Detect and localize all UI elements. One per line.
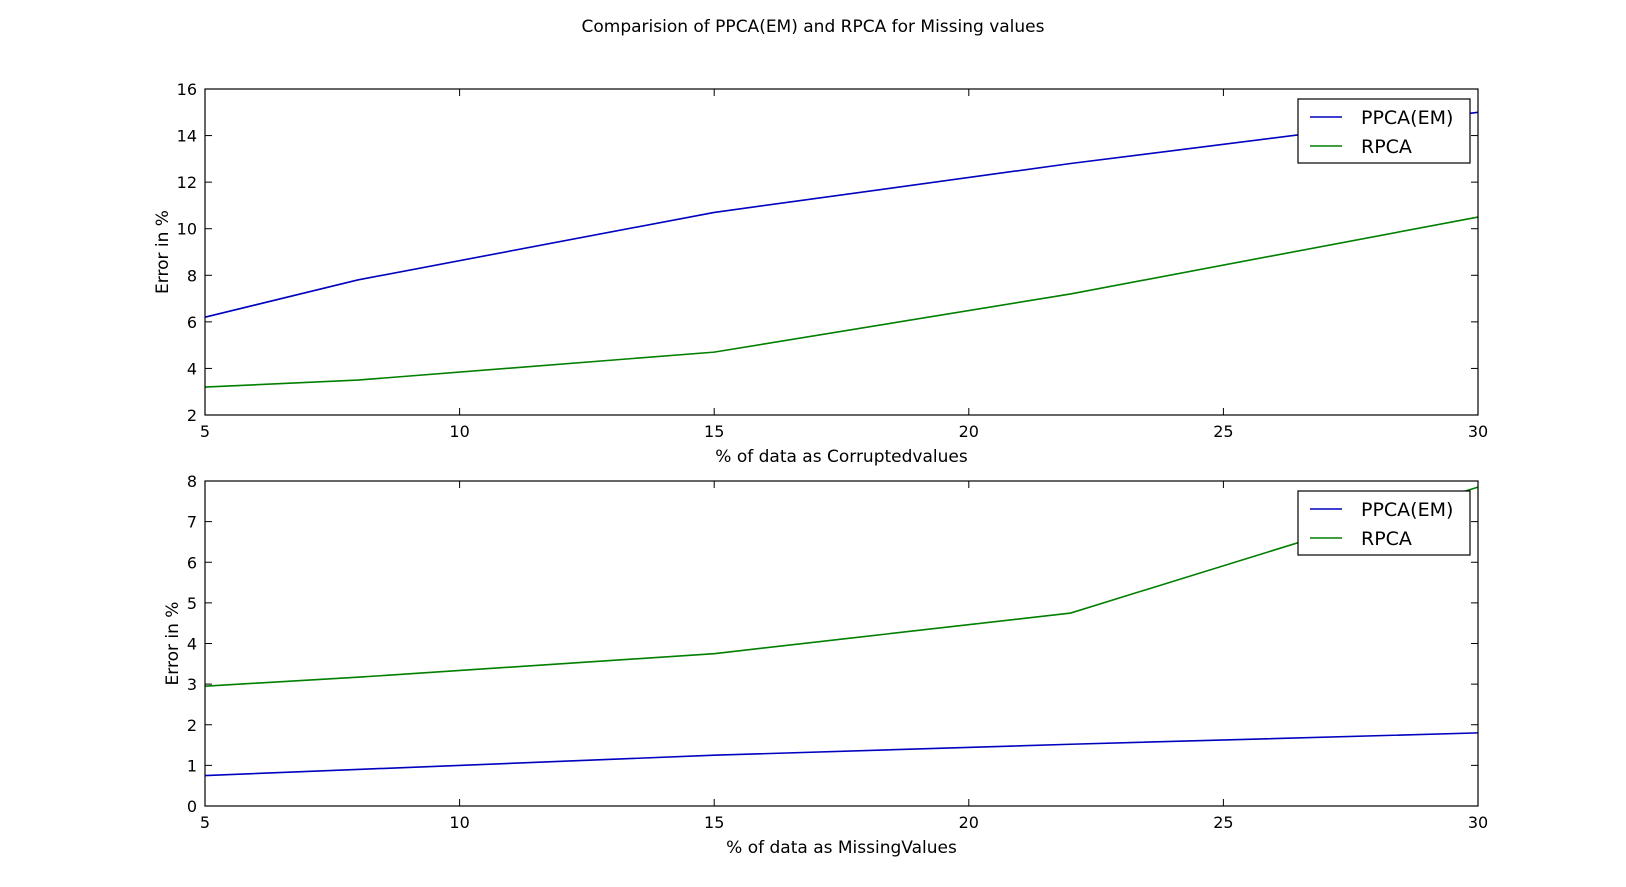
y-tick-label: 6 <box>187 553 197 572</box>
legend: PPCA(EM) RPCA <box>1297 98 1471 164</box>
y-tick-label: 6 <box>187 313 197 332</box>
x-tick-label: 25 <box>1213 813 1233 832</box>
y-tick-label: 14 <box>177 127 197 146</box>
series-line-rpca <box>204 486 1479 687</box>
plot-frame <box>204 480 1479 807</box>
x-tick-label: 25 <box>1213 422 1233 441</box>
y-tick-label: 7 <box>187 513 197 532</box>
y-tick-label: 8 <box>187 266 197 285</box>
chart-missing-values: 5 10 15 20 25 30 0 1 2 3 4 5 6 7 8 % of data as Missing… <box>163 472 1488 858</box>
y-tick-label: 2 <box>187 716 197 735</box>
legend-label: PPCA(EM) <box>1361 107 1453 129</box>
y-axis-label: Error in % <box>153 210 173 294</box>
y-axis-label: Error in % <box>163 602 183 686</box>
x-tick-label: 5 <box>200 422 210 441</box>
y-tick-label: 2 <box>187 406 197 425</box>
legend-label: PPCA(EM) <box>1361 499 1453 521</box>
legend: PPCA(EM) RPCA <box>1297 490 1471 556</box>
x-tick-label: 30 <box>1468 422 1488 441</box>
x-tick-label: 10 <box>449 813 469 832</box>
series-line-ppca-em- <box>204 111 1479 318</box>
x-axis-label: % of data as MissingValues <box>726 838 957 858</box>
series-line-ppca-em- <box>204 732 1479 777</box>
x-tick-label: 5 <box>200 813 210 832</box>
y-tick-label: 10 <box>177 220 197 239</box>
figure-title: Comparision of PPCA(EM) and RPCA for Mis… <box>581 17 1044 37</box>
y-tick-label: 16 <box>177 80 197 99</box>
plot-frame <box>204 88 1479 416</box>
legend-label: RPCA <box>1361 528 1412 550</box>
y-tick-label: 8 <box>187 472 197 491</box>
legend-label: RPCA <box>1361 136 1412 158</box>
x-axis-label: % of data as Corruptedvalues <box>715 447 968 467</box>
x-tick-label: 10 <box>449 422 469 441</box>
y-tick-label: 12 <box>177 173 197 192</box>
y-tick-label: 5 <box>187 594 197 613</box>
legend-box <box>1297 490 1471 556</box>
x-tick-label: 20 <box>959 422 979 441</box>
y-tick-label: 1 <box>187 756 197 775</box>
x-tick-label: 20 <box>959 813 979 832</box>
series-line-rpca <box>204 216 1479 388</box>
y-tick-label: 4 <box>187 359 197 378</box>
y-tick-label: 3 <box>187 675 197 694</box>
x-tick-label: 15 <box>704 813 724 832</box>
x-tick-label: 15 <box>704 422 724 441</box>
legend-box <box>1297 98 1471 164</box>
x-tick-label: 30 <box>1468 813 1488 832</box>
y-tick-label: 0 <box>187 797 197 816</box>
y-tick-label: 4 <box>187 635 197 654</box>
chart-corrupted-values: 5 10 15 20 25 30 2 4 6 8 10 12 14 16 % of data as Corr… <box>153 80 1488 467</box>
